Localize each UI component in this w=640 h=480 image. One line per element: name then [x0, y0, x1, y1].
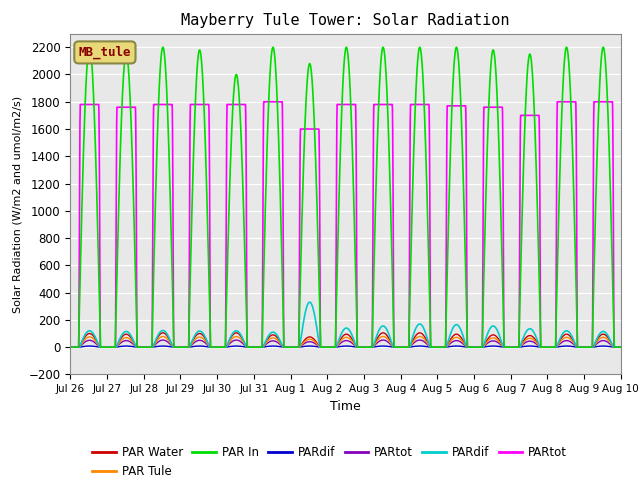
Legend: PAR Water, PAR Tule, PAR In, PARdif, PARtot, PARdif, PARtot: PAR Water, PAR Tule, PAR In, PARdif, PAR… [87, 442, 572, 480]
X-axis label: Time: Time [330, 400, 361, 413]
Y-axis label: Solar Radiation (W/m2 and umol/m2/s): Solar Radiation (W/m2 and umol/m2/s) [13, 96, 23, 312]
Title: Mayberry Tule Tower: Solar Radiation: Mayberry Tule Tower: Solar Radiation [181, 13, 510, 28]
Text: MB_tule: MB_tule [79, 46, 131, 59]
